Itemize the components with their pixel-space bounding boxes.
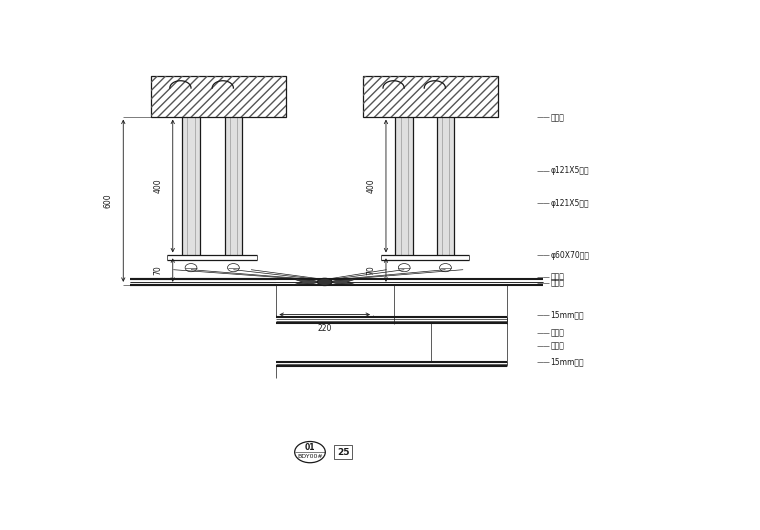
Bar (151, 76, 287, 117)
Text: 01: 01 (305, 443, 315, 452)
Text: BDY00#: BDY00# (297, 454, 323, 460)
Text: 15mm玻璃: 15mm玻璃 (550, 310, 584, 319)
Polygon shape (329, 279, 357, 285)
Text: 25: 25 (337, 448, 350, 457)
Bar (395, 117, 413, 255)
Text: 15mm玻璃: 15mm玻璃 (550, 357, 584, 366)
Text: 70: 70 (154, 265, 162, 275)
Text: 玻璃肋: 玻璃肋 (550, 278, 564, 287)
Text: 嵌缝材: 嵌缝材 (550, 329, 564, 338)
Text: φ121X5钢管: φ121X5钢管 (550, 166, 589, 175)
Ellipse shape (318, 278, 332, 286)
Text: φ121X5钢管: φ121X5钢管 (550, 199, 589, 208)
Polygon shape (293, 279, 320, 285)
Text: 70: 70 (366, 265, 375, 275)
Text: 600: 600 (103, 193, 112, 208)
Bar (363, 76, 499, 117)
Text: 400: 400 (366, 179, 375, 193)
Text: 背衬层: 背衬层 (550, 341, 564, 350)
Text: 400: 400 (154, 179, 162, 193)
Bar (436, 117, 454, 255)
Text: 玻璃肋: 玻璃肋 (550, 272, 564, 281)
Text: 混凝土: 混凝土 (550, 113, 564, 122)
Text: φ60X70钢板: φ60X70钢板 (550, 251, 589, 260)
Bar (363, 76, 499, 117)
Bar (182, 117, 200, 255)
Bar (225, 117, 242, 255)
Text: 220: 220 (318, 323, 332, 332)
Bar (151, 76, 287, 117)
